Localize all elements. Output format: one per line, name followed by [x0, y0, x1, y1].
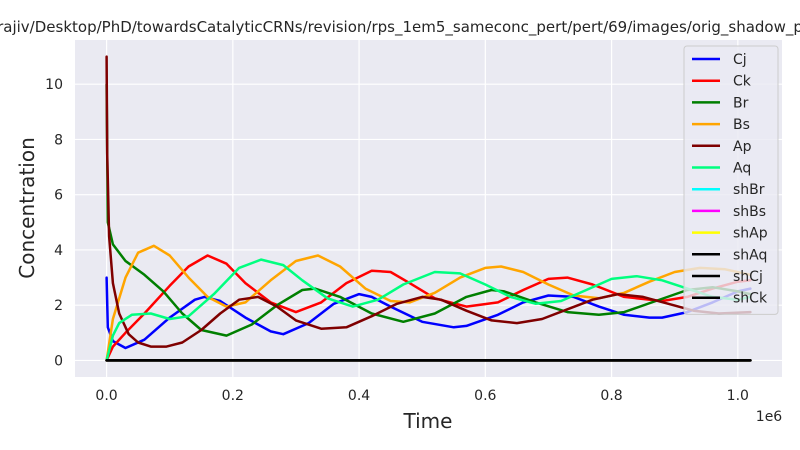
- series-line-bs: [105, 244, 752, 362]
- legend-label: shBs: [733, 204, 766, 220]
- legend-label: shCk: [733, 291, 768, 307]
- y-tick-label: 6: [54, 188, 63, 204]
- series-line-ck: [105, 254, 752, 362]
- legend-label: shAq: [733, 247, 767, 263]
- legend: Cj Ck Br Bs Ap Aq shBr shBs shAp shAq shCj shCk: [683, 45, 779, 315]
- legend-label: Ck: [733, 74, 752, 90]
- legend-label: Aq: [733, 161, 751, 177]
- series-line-ap: [105, 55, 752, 348]
- legend-label: Ap: [733, 139, 752, 155]
- series-line-br: [105, 82, 752, 337]
- y-tick-label: 8: [54, 132, 63, 148]
- x-tick-label: 0.2: [222, 388, 244, 404]
- plot-area: [75, 40, 782, 377]
- y-tick-label: 2: [54, 298, 63, 314]
- y-tick-label: 10: [45, 77, 63, 93]
- y-tick-label: 4: [54, 243, 63, 259]
- legend-label: Cj: [733, 52, 747, 68]
- y-axis-label: Concentration: [15, 137, 39, 278]
- legend-label: Bs: [733, 117, 750, 133]
- y-tick-label: 0: [54, 353, 63, 369]
- series-lines: [105, 55, 752, 362]
- x-tick-label: 0.0: [95, 388, 117, 404]
- legend-box: [683, 45, 779, 315]
- tick-labels: 0.0 0.2 0.4 0.6 0.8 1.0 0 2 4 6 8 10: [45, 77, 749, 404]
- series-line-cj: [105, 276, 752, 350]
- x-tick-label: 1.0: [727, 388, 749, 404]
- series-line-aq: [105, 258, 752, 362]
- legend-label: shCj: [733, 269, 763, 285]
- legend-label: Br: [733, 95, 749, 111]
- legend-label: shAp: [733, 226, 768, 242]
- chart-title: rajiv/Desktop/PhD/towardsCatalyticCRNs/r…: [0, 18, 800, 37]
- x-tick-label: 0.6: [474, 388, 496, 404]
- legend-label: shBr: [733, 182, 765, 198]
- x-tick-label: 0.4: [348, 388, 370, 404]
- x-axis-offset-label: 1e6: [756, 409, 783, 425]
- x-tick-label: 0.8: [600, 388, 622, 404]
- x-axis-label: Time: [403, 409, 453, 433]
